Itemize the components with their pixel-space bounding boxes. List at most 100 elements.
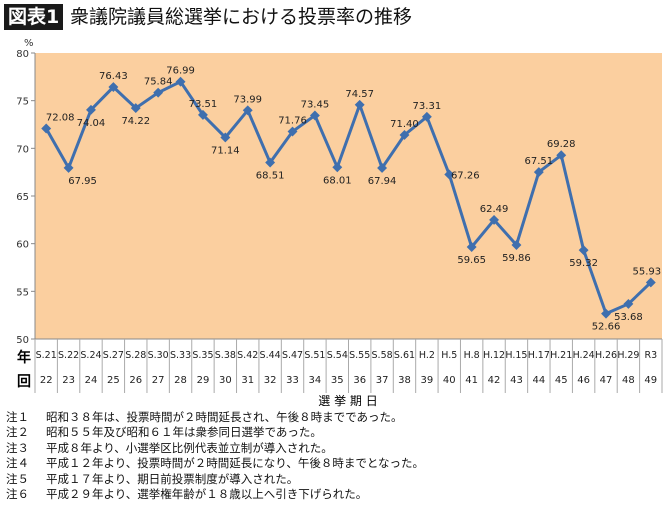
note-id: 注４ [6,456,29,471]
year-label: S.35 [192,350,213,361]
data-label: 71.76 [278,116,307,127]
year-label: S.28 [125,350,146,361]
data-point [601,308,611,319]
year-label: S.38 [215,350,236,361]
year-label: H.29 [617,350,639,361]
data-point [63,162,74,173]
note-4: 注４ 平成１２年より、投票時間が２時間延長になり、午後８時までとなった。 [6,456,424,471]
year-label: S.27 [103,350,124,361]
y-unit: % [24,38,34,49]
data-point [197,109,208,120]
data-point [220,132,231,143]
round-label: 38 [398,375,411,386]
data-label: 69.28 [547,139,576,150]
data-label: 74.04 [77,118,106,129]
note-id: 注３ [6,440,29,455]
data-point [556,150,567,161]
year-label: S.44 [260,350,281,361]
round-label: 32 [264,375,277,386]
year-label: H.21 [550,350,572,361]
data-point [645,277,656,288]
year-label: H.8 [464,350,480,361]
year-label: S.22 [58,350,79,361]
data-point [489,214,500,225]
year-label: S.30 [148,350,169,361]
data-point [332,162,343,173]
data-point [287,126,298,137]
year-label: S.24 [80,350,101,361]
data-label: 68.01 [323,175,352,186]
data-point [533,167,544,178]
data-point [41,123,52,134]
data-label: 68.51 [256,171,285,182]
note-5: 注５ 平成１７年より、期日前投票制度が導入された。 [6,472,424,487]
data-label: 67.95 [68,176,97,187]
data-label: 73.31 [413,101,442,112]
data-label: 73.51 [189,99,218,110]
figure-label: 図表1 [4,4,64,30]
y-tick-label: 50 [16,335,29,346]
year-label: H.5 [441,350,457,361]
year-label: H.26 [595,350,617,361]
note-id: 注１ [6,410,29,424]
data-label: 67.51 [525,156,554,167]
round-label: 44 [532,375,545,386]
round-label: 41 [465,375,478,386]
year-label: H.24 [573,350,595,361]
round-label: 43 [510,375,523,386]
notes: 注１ 昭和３８年は、投票時間が２時間延長され、午後８時までであった。 注２ 昭和５５… [6,410,424,502]
y-tick-label: 75 [16,97,29,108]
round-label: 42 [488,375,501,386]
chart-title: 衆議院議員総選挙における投票率の推移 [70,6,413,28]
round-label: 26 [129,375,142,386]
note-text: 平成１２年より、投票時間が２時間延長になり、午後８時までとなった。 [46,456,425,471]
data-point [108,82,119,92]
round-label: 24 [85,375,98,386]
round-label: 49 [644,375,657,386]
round-label: 30 [219,375,232,386]
year-label: S.51 [304,350,325,361]
data-point [466,242,477,252]
year-label: S.21 [36,350,57,361]
data-label: 76.43 [99,71,128,82]
data-label: 67.26 [451,170,480,181]
data-label: 67.94 [368,176,397,187]
note-text: 昭和３８年は、投票時間が２時間延長され、午後８時までであった。 [46,410,403,424]
data-point [130,103,141,114]
round-label: 39 [421,375,434,386]
round-label: 25 [107,375,120,386]
y-tick-label: 60 [16,240,29,251]
note-text: 平成１７年より、期日前投票制度が導入された。 [46,471,299,486]
y-tick-label: 55 [16,287,29,298]
data-label: 74.22 [121,116,150,127]
data-label: 72.08 [46,113,75,124]
note-text: 昭和５５年及び昭和６１年は衆参同日選挙であった。 [46,425,322,440]
data-label: 74.57 [345,89,374,100]
data-label: 71.40 [390,119,419,130]
data-label: 62.49 [480,204,509,215]
round-label: 28 [174,375,187,386]
note-1: 注１ 昭和３８年は、投票時間が２時間延長され、午後８時までであった。 [6,410,424,425]
year-label: S.58 [372,350,393,361]
round-label: 34 [309,375,322,386]
note-text: 平成２９年より、選挙権年齢が１８歳以上へ引き下げられた。 [46,487,368,502]
round-label: 31 [241,375,254,386]
plot-area [35,53,662,339]
round-label: 37 [376,375,389,386]
round-label: 22 [40,375,53,386]
note-text: 平成８年より、小選挙区比例代表並立制が導入された。 [46,440,333,455]
data-label: 59.65 [457,255,486,266]
y-tick-label: 65 [16,192,29,203]
row-label-year: 年 [17,349,31,366]
note-2: 注２ 昭和５５年及び昭和６１年は衆参同日選挙であった。 [6,425,424,440]
data-label: 73.45 [301,99,330,110]
data-point [242,105,253,116]
x-axis-label: 選 挙 期 日 [318,394,377,408]
year-label: H.12 [483,350,505,361]
data-point [623,298,634,309]
year-label: S.42 [237,350,258,361]
data-point [399,130,410,140]
data-point [86,104,96,115]
data-point [153,87,164,98]
